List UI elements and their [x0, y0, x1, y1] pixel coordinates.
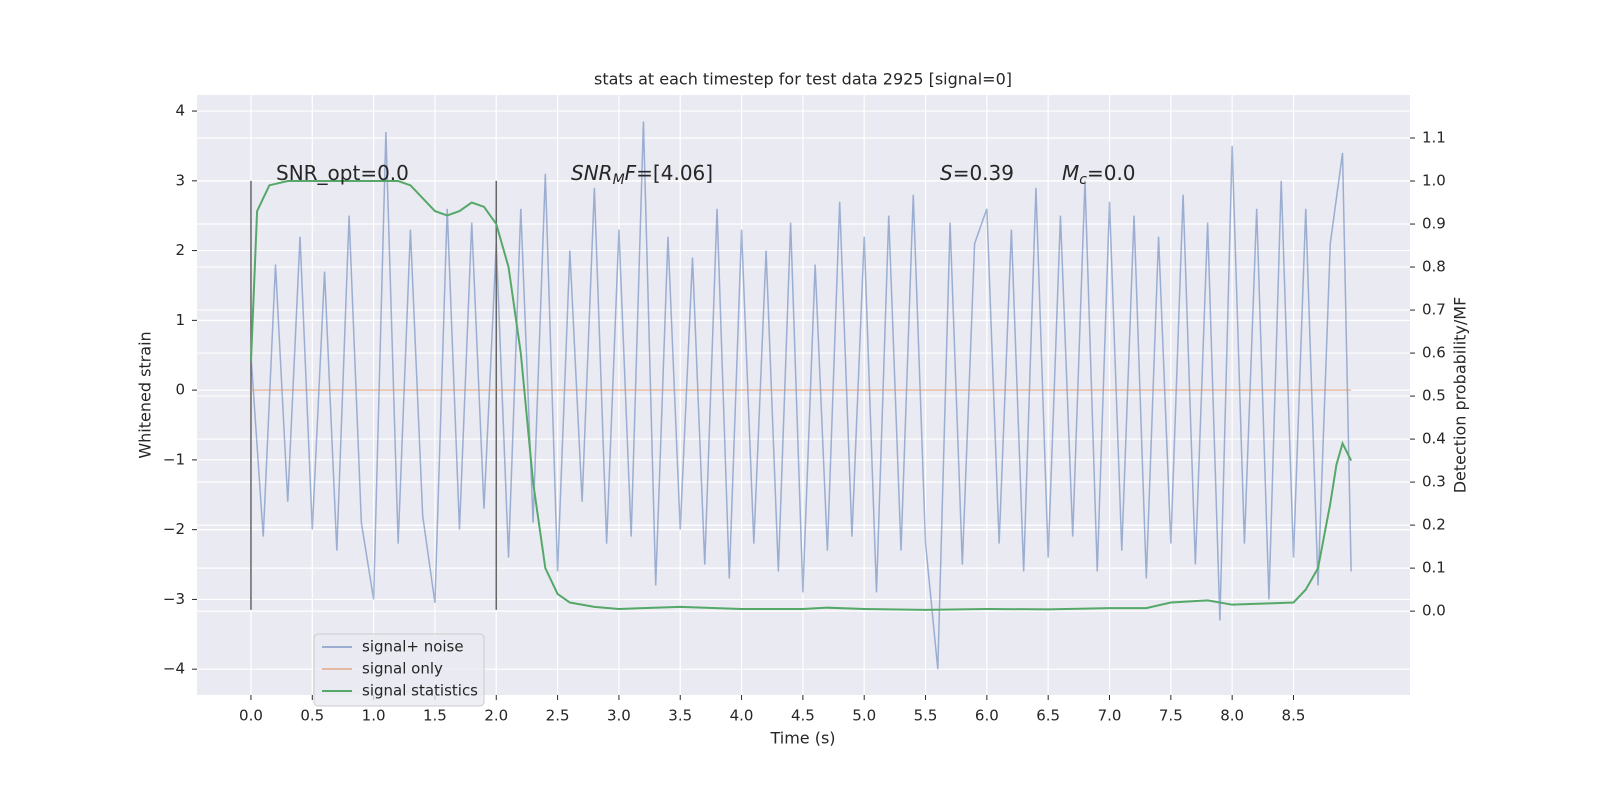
annotation: Mc=0.0 — [1062, 161, 1136, 188]
annotation-part: F — [625, 161, 637, 185]
marks — [249, 121, 1353, 670]
y2-tick-label: 0.6 — [1422, 344, 1446, 362]
annotation-part: =[4.06] — [636, 161, 713, 185]
x-tick-label: 2.0 — [484, 707, 508, 725]
legend-label: signal+ noise — [362, 638, 464, 656]
y2-axis-label: Detection probability/MF — [1451, 297, 1470, 494]
annotation: S=0.39 — [940, 161, 1014, 185]
y2-tick-label: 1.0 — [1422, 172, 1446, 190]
series-line — [250, 121, 1352, 670]
x-tick-label: 5.0 — [852, 707, 876, 725]
x-tick-label: 0.5 — [300, 707, 324, 725]
annotation-part: SNR_opt=0.0 — [276, 161, 409, 185]
y-tick-label: −1 — [163, 450, 185, 468]
x-tick-label: 2.5 — [546, 707, 570, 725]
y-tick-label: 3 — [175, 171, 185, 189]
y2-tick-label: 0.5 — [1422, 387, 1446, 405]
annotation: SNR_opt=0.0 — [276, 161, 409, 185]
y2-tick-label: 0.7 — [1422, 301, 1446, 319]
y-tick-label: 0 — [175, 381, 185, 399]
x-tick-label: 5.5 — [914, 707, 938, 725]
x-axis-label: Time (s) — [769, 729, 835, 748]
x-tick-label: 3.0 — [607, 707, 631, 725]
y2-tick-label: 0.4 — [1422, 430, 1446, 448]
chart-title: stats at each timestep for test data 292… — [594, 70, 1012, 89]
x-tick-label: 7.0 — [1098, 707, 1122, 725]
y2-tick-label: 0.8 — [1422, 258, 1446, 276]
labels: 0.0 0.5 1.0 1.5 2.0 2.5 3.0 3.5 4.0 4.5 5.0 5.5 6.0 6… — [163, 102, 1446, 725]
y-tick-label: −3 — [163, 590, 185, 608]
y-tick-label: −2 — [163, 520, 185, 538]
y2-tick-label: 0.9 — [1422, 215, 1446, 233]
annotation-part: SNR — [571, 161, 613, 185]
annotation-part: S — [940, 161, 953, 185]
annotation-part: =0.39 — [953, 161, 1014, 185]
annotation: SNRMF=[4.06] — [571, 161, 713, 188]
x-tick-label: 1.0 — [362, 707, 386, 725]
y2-tick-label: 0.1 — [1422, 559, 1446, 577]
x-tick-label: 3.5 — [668, 707, 692, 725]
x-tick-label: 1.5 — [423, 707, 447, 725]
y-tick-label: 1 — [175, 311, 185, 329]
y2-tick-label: 1.1 — [1422, 129, 1446, 147]
y2-tick-label: 0.0 — [1422, 602, 1446, 620]
x-tick-label: 0.0 — [239, 707, 263, 725]
y2-tick-label: 0.2 — [1422, 516, 1446, 534]
legend-box — [313, 633, 485, 707]
x-tick-label: 6.5 — [1036, 707, 1060, 725]
x-tick-label: 7.5 — [1159, 707, 1183, 725]
y-axis-label: Whitened strain — [136, 331, 155, 458]
x-tick-label: 6.0 — [975, 707, 999, 725]
plot-area — [197, 95, 1410, 695]
annotation-part: =0.0 — [1087, 161, 1136, 185]
x-tick-label: 8.5 — [1282, 707, 1306, 725]
x-tick-label: 8.0 — [1220, 707, 1244, 725]
x-tick-label: 4.0 — [730, 707, 754, 725]
legend-label: signal statistics — [362, 682, 478, 700]
annotation-part: M — [1062, 161, 1079, 185]
y-tick-label: −4 — [163, 660, 185, 678]
y2-tick-label: 0.3 — [1422, 473, 1446, 491]
x-tick-label: 4.5 — [791, 707, 815, 725]
y-tick-label: 2 — [175, 241, 185, 259]
annotation-part: M — [613, 172, 625, 188]
series-line — [249, 180, 1353, 611]
annotation-part: c — [1079, 172, 1087, 188]
y-tick-label: 4 — [175, 102, 185, 120]
legend-label: signal only — [362, 660, 443, 678]
